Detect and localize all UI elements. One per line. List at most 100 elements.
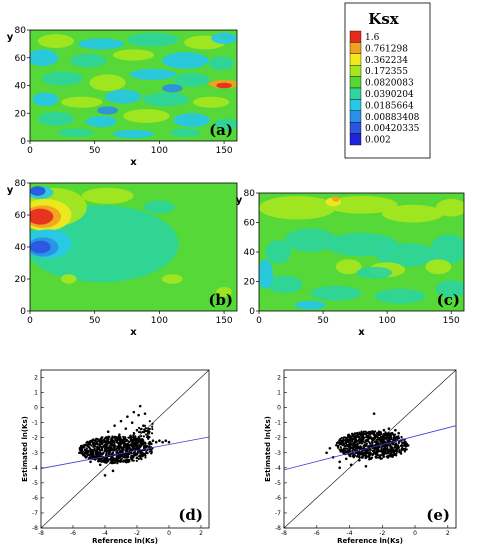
x-axis-label-d: Reference ln(Ks) (92, 537, 158, 545)
scatter-point-d-5 (90, 449, 94, 453)
panel-label-d: (d) (178, 506, 203, 524)
y-tick-label-d-0: 0 (34, 405, 38, 412)
scatter-point-d-49 (103, 474, 107, 477)
x-tick-label-d--4: -4 (102, 530, 108, 537)
heatmap-cell-a-23 (173, 113, 210, 128)
heatmap-cell-c-0 (259, 195, 336, 220)
scatter-point-d-7 (95, 454, 99, 458)
heatmap-cell-a-30 (161, 84, 183, 93)
x-tick-label-d-2: 2 (199, 530, 203, 537)
heatmap-cell-a-7 (112, 49, 155, 61)
x-tick-label-c-100: 100 (379, 316, 396, 326)
y-tick-label-a-80: 80 (15, 26, 27, 36)
x-tick-label-e--8: -8 (281, 530, 287, 537)
panel-label-a: (a) (209, 121, 233, 139)
scatter-point-d-14 (106, 430, 110, 433)
heatmap-cell-a-6 (70, 53, 107, 68)
y-tick-label-b-0: 0 (20, 307, 26, 317)
scatter-point-e-17 (366, 439, 369, 443)
x-axis-label-e: Reference ln(Ks) (337, 537, 403, 545)
legend-swatch-4 (349, 76, 362, 89)
heatmap-cell-a-2 (127, 32, 179, 47)
scatter-point-d-31 (134, 443, 137, 447)
y-axis-label-e: Estimated ln(Ks) (264, 416, 272, 482)
scatter-point-d-26 (126, 415, 129, 418)
heatmap-cell-b-14 (216, 287, 232, 297)
scatter-point-e-24 (377, 430, 381, 433)
heatmap-cell-a-5 (30, 49, 59, 67)
scatter-point-d-8 (97, 446, 100, 450)
heatmap-cell-a-19 (193, 96, 230, 108)
scatter-point-e-11 (354, 451, 358, 455)
legend-swatch-8 (349, 121, 362, 134)
x-tick-label-b-50: 50 (89, 316, 101, 326)
y-tick-label-d--7: -7 (32, 510, 38, 517)
legend-label-5: 0.0390204 (365, 90, 414, 100)
scatter-point-e-25 (379, 449, 382, 453)
heatmap-cell-b-12 (61, 274, 77, 284)
legend-swatch-5 (349, 87, 362, 100)
heatmap-cell-b-10 (81, 187, 134, 204)
y-axis-label-c: y (236, 195, 243, 206)
x-tick-label-b-100: 100 (151, 316, 168, 326)
scatter-point-d-17 (111, 439, 115, 443)
scatter-point-e-29 (385, 434, 389, 438)
scatter-point-d-41 (150, 442, 153, 446)
legend: Ksx1.60.7612980.3622340.1723550.08200830… (344, 2, 431, 159)
scatter-point-d-4 (89, 460, 92, 464)
scatter-point-d-48 (111, 469, 115, 473)
scatter-point-e-9 (349, 463, 353, 467)
heatmap-cell-a-29 (97, 106, 118, 115)
x-tick-label-e--2: -2 (379, 530, 385, 537)
heatmap-cell-a-28 (216, 82, 232, 89)
heatmap-panel-a: 0 50 100 150 0 20 40 60 80 x y (a) (7, 26, 238, 168)
heatmap-panel-c: 0 50 100 150 0 20 40 60 80 x y (c) (236, 189, 465, 338)
heatmap-cell-b-13 (161, 274, 183, 284)
scatter-point-d-45 (161, 440, 164, 444)
y-tick-label-e--3: -3 (275, 450, 281, 457)
legend-label-9: 0.002 (365, 136, 391, 146)
y-tick-label-d--8: -8 (32, 525, 38, 532)
x-tick-label-a-150: 150 (215, 146, 232, 156)
scatter-point-e-18 (367, 431, 371, 435)
scatter-point-e-22 (374, 451, 378, 455)
scatter-point-e-7 (344, 457, 348, 461)
scatter-point-d-10 (100, 436, 104, 440)
scatter-point-d-1 (81, 445, 84, 449)
scatter-point-e-30 (387, 427, 391, 430)
heatmap-cell-a-25 (57, 128, 94, 137)
heatmap-cell-c-6 (265, 240, 292, 264)
heatmap-cell-c-9 (375, 243, 438, 267)
scatter-point-e-14 (361, 434, 364, 438)
heatmap-cell-a-17 (105, 89, 142, 104)
y-tick-label-d--2: -2 (32, 435, 38, 442)
heatmap-field-a (30, 30, 237, 141)
x-tick-label-d-0: 0 (167, 530, 171, 537)
scatter-point-d-37 (143, 412, 147, 415)
y-tick-label-e-0: 0 (277, 405, 281, 412)
y-tick-label-c-80: 80 (244, 189, 256, 199)
y-tick-label-d--5: -5 (32, 480, 38, 487)
panel-label-b: (b) (208, 291, 233, 309)
x-tick-label-d--2: -2 (134, 530, 140, 537)
y-tick-label-a-20: 20 (15, 109, 27, 119)
y-tick-label-b-20: 20 (15, 275, 27, 285)
y-tick-label-c-40: 40 (244, 248, 256, 258)
legend-swatch-0 (349, 30, 362, 43)
legend-label-6: 0.0185664 (365, 101, 414, 111)
y-tick-label-e--7: -7 (275, 510, 281, 517)
scatter-point-d-32 (135, 428, 139, 432)
y-tick-label-e--2: -2 (275, 435, 281, 442)
y-tick-label-d-2: 2 (34, 375, 38, 382)
legend-label-8: 0.00420335 (365, 124, 420, 134)
legend-label-4: 0.0820083 (365, 79, 414, 89)
y-tick-label-a-0: 0 (20, 137, 26, 147)
scatter-point-d-47 (167, 440, 171, 444)
scatter-point-d-36 (142, 424, 145, 427)
identity-line-d (41, 370, 209, 528)
y-tick-label-e--5: -5 (275, 480, 281, 487)
heatmap-cell-a-18 (142, 92, 190, 107)
scatter-point-d-38 (145, 445, 148, 449)
y-tick-label-e--4: -4 (275, 465, 281, 472)
scatter-point-e-36 (397, 431, 400, 435)
